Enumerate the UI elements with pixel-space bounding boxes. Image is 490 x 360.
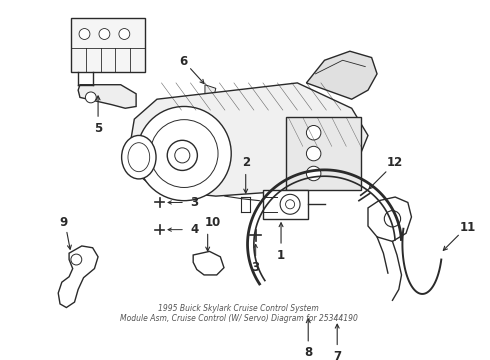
Circle shape (280, 194, 300, 214)
Circle shape (85, 92, 96, 103)
Circle shape (167, 140, 197, 170)
Circle shape (384, 211, 401, 227)
Text: 3: 3 (252, 261, 260, 274)
Circle shape (71, 254, 82, 265)
Circle shape (175, 148, 190, 163)
Circle shape (306, 166, 321, 181)
Text: 9: 9 (59, 216, 68, 229)
Text: 5: 5 (94, 122, 102, 135)
Text: 1995 Buick Skylark Cruise Control System
Module Asm, Cruise Control (W/ Servo) D: 1995 Buick Skylark Cruise Control System… (120, 303, 357, 323)
Text: 3: 3 (190, 196, 198, 209)
Polygon shape (368, 197, 412, 242)
Polygon shape (193, 251, 224, 275)
Ellipse shape (122, 135, 156, 179)
Polygon shape (306, 51, 377, 99)
Text: 6: 6 (179, 55, 187, 68)
Polygon shape (205, 85, 216, 96)
Text: 11: 11 (460, 221, 476, 234)
Ellipse shape (128, 143, 150, 172)
Circle shape (306, 126, 321, 140)
Circle shape (79, 28, 90, 40)
Polygon shape (130, 83, 368, 196)
Text: 8: 8 (304, 346, 312, 359)
Text: 12: 12 (387, 156, 403, 169)
Text: 2: 2 (242, 156, 250, 169)
Text: 10: 10 (205, 216, 221, 229)
Circle shape (119, 28, 130, 40)
Circle shape (306, 146, 321, 161)
Polygon shape (78, 85, 136, 108)
Circle shape (99, 28, 110, 40)
Polygon shape (58, 246, 98, 307)
Circle shape (137, 107, 231, 201)
Bar (287, 117, 361, 190)
Text: 7: 7 (333, 350, 341, 360)
Text: 4: 4 (190, 223, 198, 236)
Bar (71, 18, 145, 72)
Circle shape (150, 120, 218, 188)
Text: 1: 1 (277, 248, 285, 261)
Circle shape (286, 200, 294, 209)
Bar (263, 190, 308, 219)
